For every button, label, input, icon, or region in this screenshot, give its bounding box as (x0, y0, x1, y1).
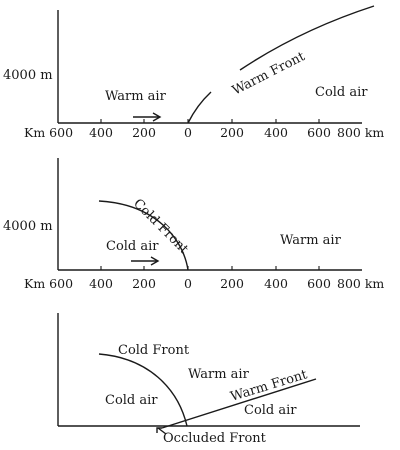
panel-warm-front: 4000 m Km 600 400 200 0 200 400 600 800 … (3, 5, 384, 140)
axis-label: Km 600 (24, 125, 73, 140)
cold-air-label: Cold air (106, 239, 159, 254)
warm-air-label: Warm air (105, 89, 167, 104)
axis-label: 400 (89, 125, 113, 140)
height-label: 4000 m (3, 68, 53, 83)
panel-cold-front: 4000 m Km 600 400 200 0 200 400 600 800 … (3, 158, 384, 291)
axis-label: 800 km (337, 125, 384, 140)
arrow-right-icon (131, 256, 160, 266)
axis-label: 0 (184, 276, 192, 291)
pointer-arrow-icon (156, 427, 167, 435)
axis-label: 400 (89, 276, 113, 291)
arrow-right-icon (133, 112, 162, 122)
height-label: 4000 m (3, 219, 53, 234)
cold-air-label: Cold air (105, 393, 158, 408)
warm-front-boundary (187, 91, 212, 124)
warm-front-label: Warm Front (230, 49, 308, 99)
cold-air-label: Cold air (315, 85, 368, 100)
axis-label: 200 (220, 276, 244, 291)
cold-front-boundary (98, 353, 188, 427)
occluded-front-label: Occluded Front (163, 431, 267, 446)
cold-air-label: Cold air (244, 403, 297, 418)
axis-label: 600 (307, 125, 331, 140)
axis-label: 400 (264, 276, 288, 291)
axis-label: 0 (184, 125, 192, 140)
axis-label: 600 (307, 276, 331, 291)
cold-front-label: Cold Front (118, 343, 190, 358)
cold-front-boundary (98, 200, 189, 271)
axis-label: 800 km (337, 276, 384, 291)
warm-front-boundary (239, 5, 375, 71)
axis-label: 200 (220, 125, 244, 140)
axis-label: 200 (132, 276, 156, 291)
warm-air-label: Warm air (280, 233, 342, 248)
warm-front-boundary (161, 378, 317, 429)
axis-label: Km 600 (24, 276, 73, 291)
panel-occluded-front: Cold Front Warm air Warm Front Cold air … (57, 313, 360, 446)
axis-label: 400 (264, 125, 288, 140)
axis-label: 200 (132, 125, 156, 140)
warm-air-label: Warm air (188, 367, 250, 382)
